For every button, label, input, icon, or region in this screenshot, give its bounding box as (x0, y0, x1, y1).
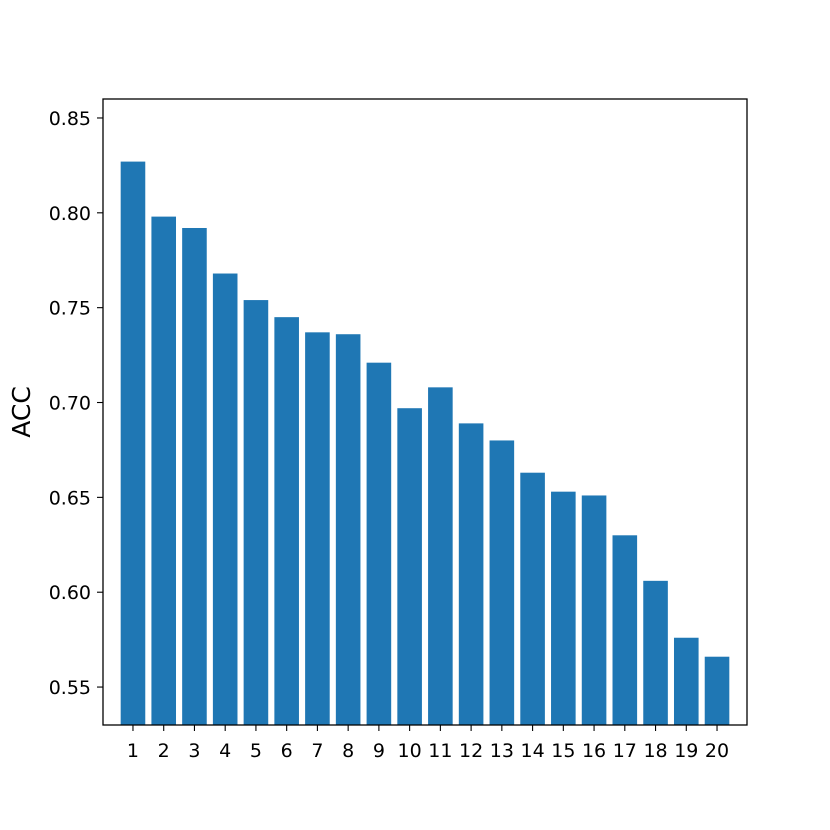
x-tick-label: 11 (428, 740, 452, 762)
bar-4 (212, 273, 238, 725)
x-tick-label: 8 (342, 740, 354, 762)
x-tick-label: 5 (250, 740, 262, 762)
x-axis: 1 2 3 4 5 6 7 8 9 10 11 12 13 14 15 16 17 18 19 20 (127, 725, 729, 762)
bar-15 (551, 491, 576, 725)
x-tick-label: 9 (373, 740, 385, 762)
bar-10 (397, 408, 422, 725)
y-tick-label: 0.70 (49, 393, 91, 415)
bar-8 (335, 334, 361, 725)
bar-1 (120, 161, 146, 726)
x-tick-label: 20 (705, 740, 729, 762)
y-tick-label: 0.75 (49, 298, 91, 320)
x-tick-label: 18 (643, 740, 667, 762)
x-tick-label: 19 (674, 740, 698, 762)
bars-group (120, 161, 730, 726)
x-tick-label: 3 (188, 740, 200, 762)
bar-18 (643, 580, 668, 725)
bar-17 (612, 535, 638, 725)
bar-16 (581, 495, 607, 725)
x-tick-label: 2 (158, 740, 170, 762)
plot-frame (102, 98, 748, 726)
x-tick-label: 6 (281, 740, 293, 762)
x-tick-label: 7 (311, 740, 323, 762)
bar-2 (151, 216, 177, 725)
bar-19 (673, 637, 699, 725)
x-tick-label: 10 (398, 740, 422, 762)
bar-20 (704, 656, 730, 725)
bar-13 (489, 440, 515, 725)
y-axis: 0.55 0.60 0.65 0.70 0.75 0.80 0.85 (49, 108, 103, 699)
y-tick-label: 0.65 (49, 487, 91, 509)
bar-5 (243, 300, 269, 725)
y-tick-label: 0.60 (49, 582, 91, 604)
x-tick-label: 13 (490, 740, 514, 762)
bar-9 (366, 362, 392, 725)
bar-11 (428, 387, 453, 725)
x-tick-label: 15 (551, 740, 575, 762)
bar-14 (520, 472, 545, 725)
x-tick-label: 17 (613, 740, 637, 762)
x-tick-label: 14 (520, 740, 544, 762)
y-axis-label: ACC (7, 386, 36, 438)
bar-12 (458, 423, 484, 725)
y-tick-label: 0.55 (49, 677, 91, 699)
x-tick-label: 1 (127, 740, 139, 762)
x-tick-label: 16 (582, 740, 606, 762)
x-tick-label: 12 (459, 740, 483, 762)
y-tick-label: 0.85 (49, 108, 91, 130)
bar-6 (274, 317, 299, 725)
bar-7 (305, 332, 330, 725)
y-tick-label: 0.80 (49, 203, 91, 225)
bar-3 (182, 227, 207, 725)
x-tick-label: 4 (219, 740, 231, 762)
